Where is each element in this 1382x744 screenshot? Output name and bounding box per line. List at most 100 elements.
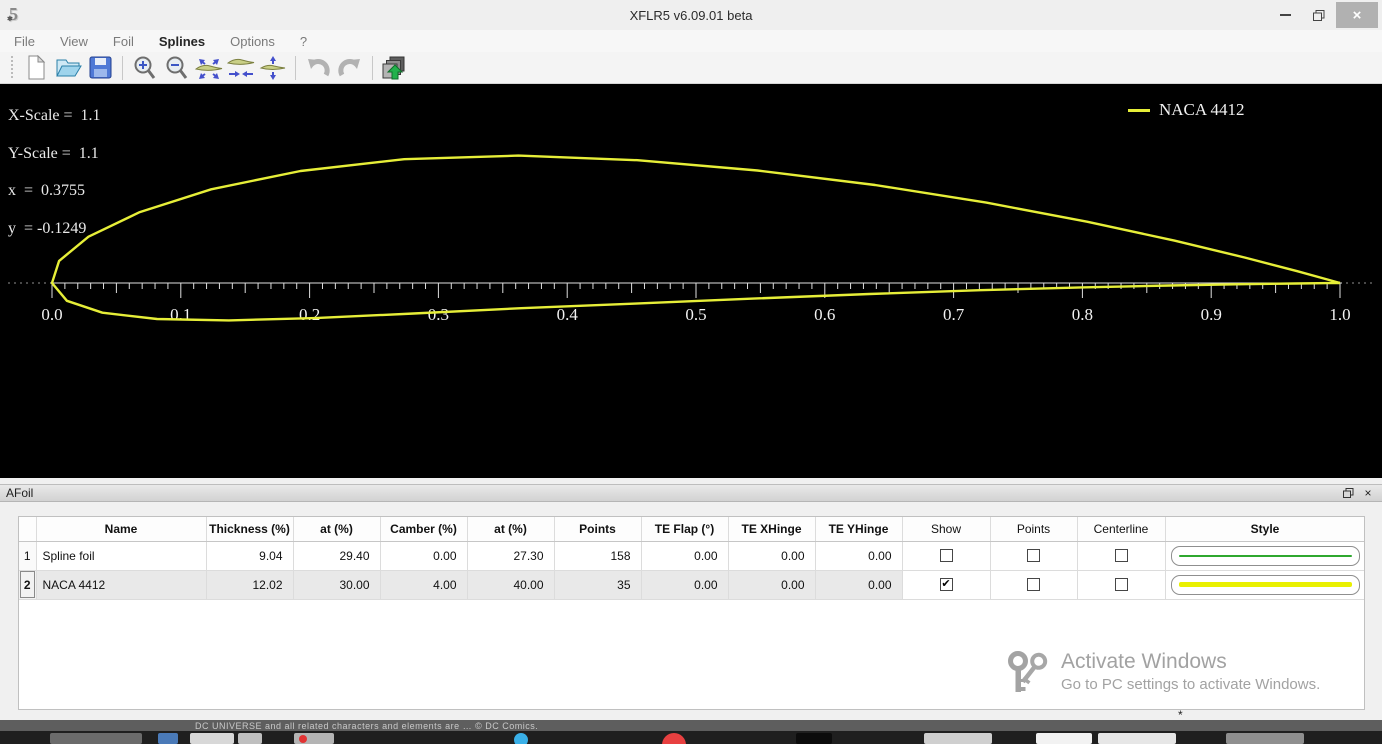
svg-text:1.0: 1.0 (1329, 305, 1350, 324)
afoil-dock-title: AFoil (6, 486, 34, 500)
foil-name-cell[interactable]: NACA 4412 (36, 570, 207, 600)
taskbar-icon-fragment[interactable] (924, 733, 992, 744)
te-flap-header: TE Flap (°) (641, 517, 729, 542)
show-checkbox[interactable]: ✔ (939, 578, 953, 591)
style-cell (1165, 570, 1364, 600)
value-cell[interactable]: 30.00 (293, 570, 381, 600)
centerline-header: Centerline (1077, 517, 1166, 542)
te-xhinge-header: TE XHinge (728, 517, 816, 542)
svg-text:0.4: 0.4 (557, 305, 579, 324)
value-cell[interactable]: 158 (554, 541, 642, 571)
undo-button[interactable] (303, 54, 333, 82)
points-checkbox[interactable] (1027, 578, 1040, 591)
airfoil-plot: 0.0 0.1 0.2 0.3 0.4 0.5 0.6 0.7 0.8 0.9 1.0 (8, 154, 1376, 324)
dock-close-button[interactable]: × (1364, 486, 1372, 500)
minimize-button[interactable] (1268, 2, 1302, 28)
foil-name-cell[interactable]: Spline foil (36, 541, 207, 571)
taskbar-icon-fragment[interactable] (190, 733, 234, 744)
svg-text:0.3: 0.3 (428, 305, 449, 324)
points-display-header: Points (990, 517, 1078, 542)
foil-row[interactable]: 1 Spline foil 9.04 29.40 0.00 27.30 158 0.00 0.0… (19, 541, 1364, 571)
activate-windows-watermark: Activate Windows Go to PC settings to ac… (1005, 650, 1320, 700)
style-header: Style (1165, 517, 1364, 542)
reset-y-scale-button[interactable] (258, 54, 288, 82)
menu-options[interactable]: Options (230, 33, 275, 49)
taskbar-icon-fragment[interactable] (294, 733, 334, 744)
value-cell[interactable]: 0.00 (641, 541, 729, 571)
zoom-in-button[interactable] (130, 54, 160, 82)
style-swatch[interactable] (1170, 545, 1360, 566)
taskbar-icon-fragment[interactable] (514, 733, 528, 744)
taskbar-icon-fragment[interactable] (238, 733, 262, 744)
svg-text:0.2: 0.2 (299, 305, 320, 324)
redo-button[interactable] (335, 54, 365, 82)
redo-icon (338, 58, 360, 76)
value-cell[interactable]: 0.00 (815, 541, 903, 571)
centerline-checkbox[interactable] (1114, 578, 1128, 591)
taskbar-icon-fragment[interactable] (796, 733, 832, 744)
dock-gap (0, 478, 1382, 484)
value-cell[interactable]: 12.02 (206, 570, 294, 600)
menu-splines[interactable]: Splines (158, 33, 206, 49)
foil-table-area: Name Thickness (%) at (%) Camber (%) at (%) P… (18, 516, 1365, 710)
value-cell[interactable]: 0.00 (728, 570, 816, 600)
zoom-in-icon (134, 56, 156, 79)
te-yhinge-header: TE YHinge (815, 517, 903, 542)
value-cell[interactable]: 29.40 (293, 541, 381, 571)
toolbar-drag-handle[interactable] (10, 55, 14, 80)
menu-foil[interactable]: Foil (112, 33, 134, 49)
show-checkbox[interactable] (939, 549, 953, 562)
dock-float-button[interactable] (1340, 486, 1356, 500)
taskbar-icon-fragment[interactable] (1226, 733, 1304, 744)
reset-x-scale-button[interactable] (226, 54, 256, 82)
taskbar-icon-fragment[interactable] (662, 733, 686, 744)
menu-file[interactable]: File (14, 33, 35, 49)
open-file-button[interactable] (53, 54, 83, 82)
row-number[interactable]: 1 (19, 541, 37, 571)
taskbar-icon-fragment[interactable] (158, 733, 178, 744)
new-file-button[interactable] (21, 54, 51, 82)
checkbox-cell (902, 541, 991, 571)
row-number[interactable]: 2 (19, 570, 37, 600)
taskbar-icon-fragment[interactable] (299, 735, 307, 743)
restore-button[interactable] (1302, 2, 1336, 28)
new-file-icon (28, 55, 45, 80)
points-checkbox[interactable] (1027, 549, 1040, 562)
close-button[interactable]: × (1336, 2, 1378, 28)
value-cell[interactable]: 35 (554, 570, 642, 600)
taskbar-icon-fragment[interactable] (1098, 733, 1176, 744)
value-cell[interactable]: 0.00 (815, 570, 903, 600)
style-swatch[interactable] (1170, 574, 1360, 595)
taskbar-icon-fragment[interactable] (1036, 733, 1092, 744)
svg-text:0.8: 0.8 (1072, 305, 1093, 324)
xflr5-window: 5 XFLR5 v6.09.01 beta × File View Foil S… (0, 0, 1382, 720)
reset-scales-button[interactable] (194, 54, 224, 82)
show-header: Show (902, 517, 991, 542)
value-cell[interactable]: 0.00 (380, 541, 468, 571)
value-cell[interactable]: 0.00 (641, 570, 729, 600)
menu-help[interactable]: ? (299, 33, 308, 49)
minimize-icon (1279, 14, 1291, 16)
value-cell[interactable]: 0.00 (728, 541, 816, 571)
save-button[interactable] (85, 54, 115, 82)
airfoil-canvas[interactable]: 0.0 0.1 0.2 0.3 0.4 0.5 0.6 0.7 0.8 0.9 1.0 X-Scal… (0, 84, 1382, 478)
taskbar-icon-fragment[interactable] (50, 733, 142, 744)
style-cell (1165, 541, 1364, 571)
menu-view[interactable]: View (59, 33, 88, 49)
value-cell[interactable]: 40.00 (467, 570, 555, 600)
scale-readout: X-Scale = 1.1 Y-Scale = 1.1 x = 0.3755 y… (8, 85, 101, 260)
watermark-subtitle: Go to PC settings to activate Windows. (1061, 676, 1321, 693)
foil-row[interactable]: 2 NACA 4412 12.02 30.00 4.00 40.00 35 0.00 0.00 0… (19, 570, 1364, 600)
svg-text:0.0: 0.0 (41, 305, 62, 324)
centerline-checkbox[interactable] (1114, 549, 1128, 562)
stored-foils-button[interactable] (380, 54, 410, 82)
dock-float-icon (1342, 488, 1353, 498)
cursor-y-readout: y = -0.1249 (8, 219, 87, 237)
afoil-dock-titlebar: AFoil × (0, 484, 1382, 502)
value-cell[interactable]: 4.00 (380, 570, 468, 600)
zoom-out-button[interactable] (162, 54, 192, 82)
cursor-x-readout: x = 0.3755 (8, 182, 86, 199)
value-cell[interactable]: 9.04 (206, 541, 294, 571)
value-cell[interactable]: 27.30 (467, 541, 555, 571)
checkbox-cell (990, 541, 1078, 571)
